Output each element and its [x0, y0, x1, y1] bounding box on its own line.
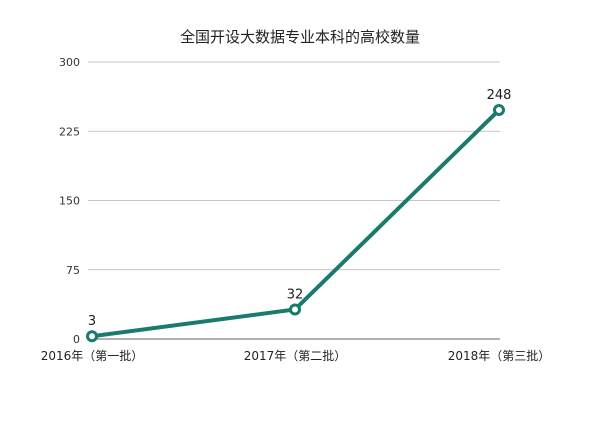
- data-value-label: 3: [88, 314, 96, 329]
- y-tick-label: 225: [59, 125, 80, 138]
- data-point: [493, 104, 505, 117]
- data-value-label: 248: [487, 88, 512, 103]
- y-tick-label: 75: [66, 264, 80, 277]
- x-category-label: 2016年（第一批）: [41, 348, 144, 363]
- y-tick-label: 300: [59, 56, 80, 69]
- y-tick-label: 150: [59, 195, 80, 208]
- gridlines: [88, 61, 500, 340]
- chart-title: 全国开设大数据专业本科的高校数量: [180, 28, 420, 46]
- x-axis-categories: 2016年（第一批） 2017年（第二批） 2018年（第三批）: [41, 348, 551, 363]
- series: [86, 104, 505, 343]
- data-point: [289, 303, 301, 316]
- x-category-label: 2018年（第三批）: [448, 348, 551, 363]
- data-point: [86, 330, 98, 343]
- y-axis-ticks: 0 75 150 225 300: [59, 56, 80, 346]
- data-value-label: 32: [287, 287, 304, 302]
- x-category-label: 2017年（第二批）: [244, 348, 347, 363]
- y-tick-label: 0: [73, 333, 80, 346]
- data-labels: 3 32 248: [88, 88, 512, 329]
